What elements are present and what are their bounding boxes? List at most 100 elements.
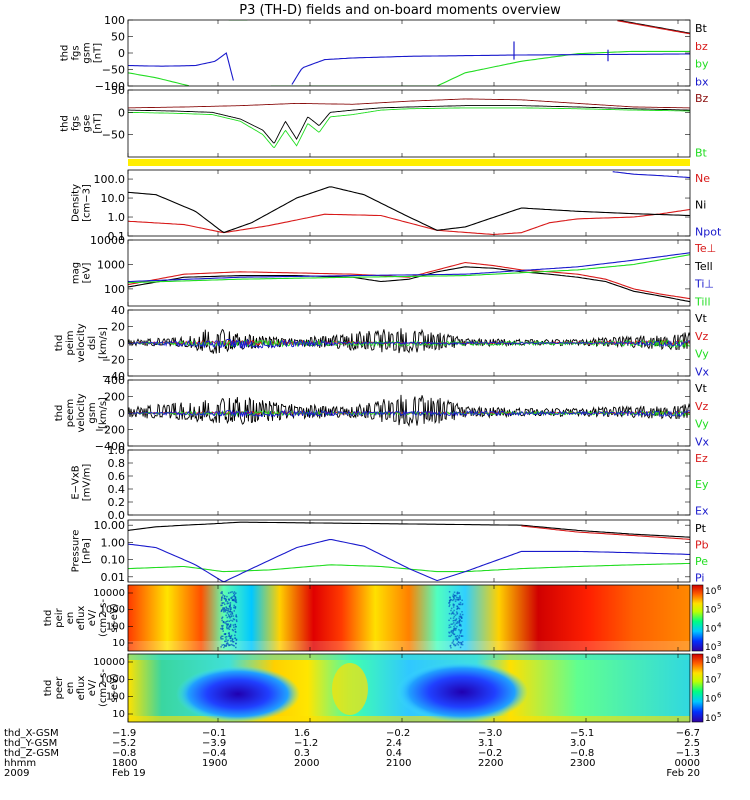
- panel-2: 50 0 −50 Bz Bt thdfgsgse[nT]: [60, 84, 709, 159]
- y-tick-label: −100: [95, 80, 125, 93]
- y-axis-label: Pressure[nPa]: [71, 530, 93, 573]
- y-tick-label: 100: [106, 692, 125, 703]
- panel-4: 10000 1000 100 Te⊥ Tell Ti⊥ Till mag[eV]: [71, 234, 717, 308]
- x-row-value: Feb 20: [666, 768, 700, 779]
- panel-frame: [127, 239, 691, 307]
- y-tick-label: 1000: [100, 674, 125, 685]
- y-axis-label: Density[cm−3]: [71, 184, 93, 222]
- x-row-label: hhmm: [4, 758, 36, 769]
- y-axis-label: thdfgsgse[nT]: [60, 113, 104, 133]
- series-line-Te⊥: [128, 261, 690, 300]
- colorbar-tick-exponent: 4: [717, 621, 722, 629]
- series-line-Bz: [128, 98, 690, 109]
- x-row-value: −0.8: [570, 748, 594, 759]
- y-tick-label: −20: [102, 354, 125, 367]
- x-row-value: 3.1: [478, 738, 494, 749]
- colorbar-tick-exponent: 7: [717, 672, 721, 680]
- y-axis-label: mag[eV]: [71, 262, 93, 284]
- panel-frame: [127, 89, 691, 158]
- y-tick-label: 1.0: [108, 211, 126, 224]
- x-row-value: 1.6: [294, 728, 310, 739]
- colorbar-tick-label: 10: [705, 656, 717, 666]
- colorbar-tick-label: 10: [705, 695, 717, 705]
- series-line-Pt: [128, 521, 690, 538]
- panel-5: 40 20 0 −20 −40 Vt Vz Vy Vx thdpeimvelocitydsl[km…: [54, 304, 710, 383]
- legend-entry: Vz: [695, 400, 709, 413]
- legend-entry: Pt: [695, 522, 707, 535]
- series-line-by: [128, 72, 190, 86]
- legend-entry: bx: [695, 75, 709, 88]
- x-row-value: 2.4: [386, 738, 402, 749]
- y-axis-label: thdpeirenefluxeV/(cm2-s-sr-eV): [43, 599, 120, 637]
- series-line-Pb: [521, 525, 690, 540]
- panel-frame: [127, 309, 691, 377]
- legend-entry: Tell: [694, 260, 713, 273]
- series-line-bx: [291, 53, 690, 85]
- y-tick-label: 10.00: [94, 519, 126, 532]
- series-line-Vx: [128, 409, 690, 418]
- panel-frame: [127, 169, 691, 237]
- legend-entry: Vz: [695, 330, 709, 343]
- y-tick-label: 50: [111, 84, 125, 97]
- x-row-value: 2.5: [684, 738, 700, 749]
- panel-stack: 100500−50−100Btbzbybxthdfgsgsm[nT]500−50…: [43, 14, 722, 724]
- x-row-value: Feb 19: [112, 768, 146, 779]
- colorbar-tick-exponent: 8: [717, 653, 721, 661]
- y-tick-label: −200: [95, 424, 125, 437]
- colorbar-tick-label: 10: [705, 675, 717, 685]
- series-line-Ti⊥: [128, 252, 690, 283]
- legend-entry: Vt: [695, 312, 708, 325]
- x-row-value: 0.3: [294, 748, 310, 759]
- legend-entry: Pb: [695, 539, 709, 552]
- y-tick-label: 0.10: [101, 554, 126, 567]
- x-row-value: −1.2: [294, 738, 318, 749]
- colorbar-tick-exponent: 5: [717, 603, 721, 611]
- x-row-value: 2000: [294, 758, 319, 769]
- panel-6: 400 200 0 −200 −400 Vt Vz Vy Vx thdpeemvelocitygs…: [54, 374, 710, 453]
- y-tick-label: 10: [112, 638, 125, 649]
- series-line-Pi: [128, 539, 690, 582]
- y-tick-label: 100.0: [94, 173, 126, 186]
- series-line-bx: [128, 52, 234, 81]
- series-line-Vt: [128, 394, 690, 428]
- legend-entry: Ex: [695, 504, 709, 517]
- panel-frame: [127, 19, 691, 87]
- panel-1: 100 50 0 −50 −100 Bt bz by bx thdfgsgsm[nT]: [60, 14, 709, 93]
- y-tick-label: 0.01: [101, 571, 126, 584]
- legend-entry: Ti⊥: [694, 278, 714, 291]
- y-tick-label: 0.0: [108, 509, 126, 522]
- y-tick-label: 1.0: [108, 444, 126, 457]
- legend-entry: Vx: [695, 365, 710, 378]
- y-tick-label: 10.0: [101, 192, 126, 205]
- colorbar-tick-exponent: 6: [717, 584, 722, 592]
- legend-entry: Bz: [695, 92, 709, 105]
- x-row-value: −0.1: [202, 728, 226, 739]
- panel-7: 1.00.80.60.40.20.0 Ez Ey Ex E−VxB[mV/m]: [71, 444, 709, 522]
- x-row-label: thd_Y-GSM: [4, 738, 57, 749]
- y-axis-label: thdpeimvelocitydsl[km/s]: [54, 323, 109, 362]
- colorbar-tick-exponent: 6: [717, 692, 722, 700]
- x-row-value: −3.9: [202, 738, 226, 749]
- panel-frame: [127, 584, 691, 652]
- y-tick-label: −50: [102, 64, 125, 77]
- x-row-value: −3.0: [478, 728, 502, 739]
- y-tick-label: 100: [104, 14, 125, 27]
- y-tick-label: 0.6: [108, 470, 126, 483]
- legend-entry: bz: [695, 40, 708, 53]
- legend-entry: Pe: [695, 555, 708, 568]
- x-row-label: 2009: [4, 768, 29, 779]
- y-tick-label: 40: [111, 304, 125, 317]
- series-line-Ne: [128, 208, 690, 236]
- x-row-value: −1.3: [676, 748, 700, 759]
- colorbar-tick-exponent: 3: [717, 640, 721, 648]
- y-tick-label: 200: [104, 391, 125, 404]
- x-row-value: 3.0: [570, 738, 586, 749]
- y-tick-label: 50: [111, 31, 125, 44]
- y-tick-label: 20: [111, 321, 125, 334]
- legend-entry: Ey: [695, 478, 709, 491]
- colorbar-tick-label: 10: [705, 587, 717, 597]
- series-line-Vx: [128, 338, 690, 349]
- x-row-value: 2100: [386, 758, 411, 769]
- x-row-value: −1.9: [112, 728, 136, 739]
